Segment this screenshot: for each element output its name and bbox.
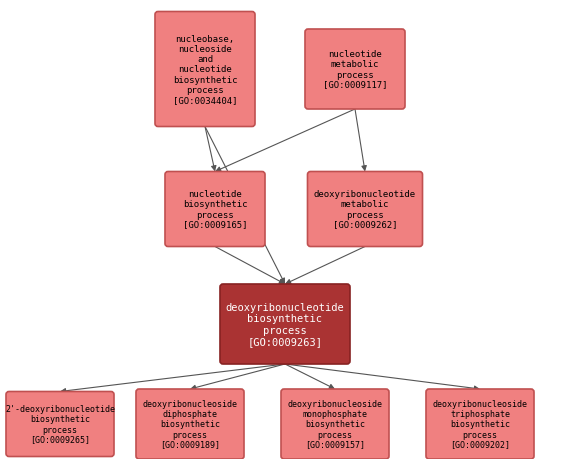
- FancyBboxPatch shape: [281, 389, 389, 459]
- Text: deoxyribonucleoside
diphosphate
biosynthetic
process
[GO:0009189]: deoxyribonucleoside diphosphate biosynth…: [143, 399, 238, 448]
- Text: deoxyribonucleotide
metabolic
process
[GO:0009262]: deoxyribonucleotide metabolic process [G…: [314, 190, 416, 229]
- Text: deoxyribonucleoside
triphosphate
biosynthetic
process
[GO:0009202]: deoxyribonucleoside triphosphate biosynt…: [432, 399, 528, 448]
- FancyBboxPatch shape: [155, 12, 255, 127]
- Text: nucleotide
biosynthetic
process
[GO:0009165]: nucleotide biosynthetic process [GO:0009…: [183, 190, 247, 229]
- Text: nucleobase,
nucleoside
and
nucleotide
biosynthetic
process
[GO:0034404]: nucleobase, nucleoside and nucleotide bi…: [173, 35, 237, 104]
- Text: 2'-deoxyribonucleotide
biosynthetic
process
[GO:0009265]: 2'-deoxyribonucleotide biosynthetic proc…: [5, 404, 115, 443]
- FancyBboxPatch shape: [6, 392, 114, 457]
- FancyBboxPatch shape: [136, 389, 244, 459]
- FancyBboxPatch shape: [426, 389, 534, 459]
- Text: deoxyribonucleoside
monophosphate
biosynthetic
process
[GO:0009157]: deoxyribonucleoside monophosphate biosyn…: [287, 399, 383, 448]
- Text: nucleotide
metabolic
process
[GO:0009117]: nucleotide metabolic process [GO:0009117…: [323, 50, 387, 90]
- Text: deoxyribonucleotide
biosynthetic
process
[GO:0009263]: deoxyribonucleotide biosynthetic process…: [225, 302, 344, 346]
- FancyBboxPatch shape: [165, 172, 265, 247]
- FancyBboxPatch shape: [220, 285, 350, 364]
- FancyBboxPatch shape: [307, 172, 423, 247]
- FancyBboxPatch shape: [305, 30, 405, 110]
